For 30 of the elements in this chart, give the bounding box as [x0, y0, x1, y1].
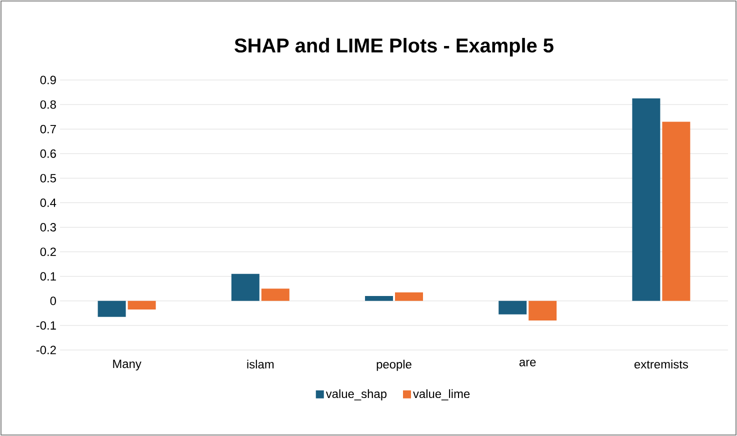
x-tick-label: islam [247, 360, 274, 369]
bar [662, 122, 690, 301]
y-tick-label: 0.6 [40, 149, 56, 158]
x-tick-label: people [376, 360, 412, 371]
y-tick-label: 0.8 [40, 100, 56, 109]
y-tick-label: 0.2 [40, 248, 56, 256]
bar [98, 300, 126, 317]
y-tick-label: -0.1 [36, 321, 56, 330]
bar [498, 300, 527, 314]
y-tick-label: 0.1 [40, 272, 56, 281]
legend-label: value_shap [326, 389, 386, 400]
y-tick-label: 0.7 [40, 124, 56, 134]
y-tick-label: 0.4 [40, 198, 56, 207]
y-tick-label: 0.3 [40, 223, 56, 232]
y-tick-label: -0.2 [36, 346, 56, 354]
x-tick-label: Many [113, 360, 142, 370]
legend-label: value_lime [413, 389, 470, 400]
y-tick-label: 0.9 [40, 76, 56, 84]
chart-title: SHAP and LIME Plots - Example 5 [234, 38, 554, 57]
bar [395, 292, 423, 301]
y-tick-label: 0 [50, 296, 56, 306]
bar [261, 288, 290, 301]
bar [632, 98, 660, 301]
x-tick-label: extremists [634, 360, 688, 369]
bar [365, 296, 394, 301]
y-tick-label: 0.5 [40, 174, 56, 182]
bar [231, 274, 260, 301]
x-tick-label: are [519, 360, 536, 366]
bar [128, 300, 156, 310]
bar [528, 300, 557, 321]
